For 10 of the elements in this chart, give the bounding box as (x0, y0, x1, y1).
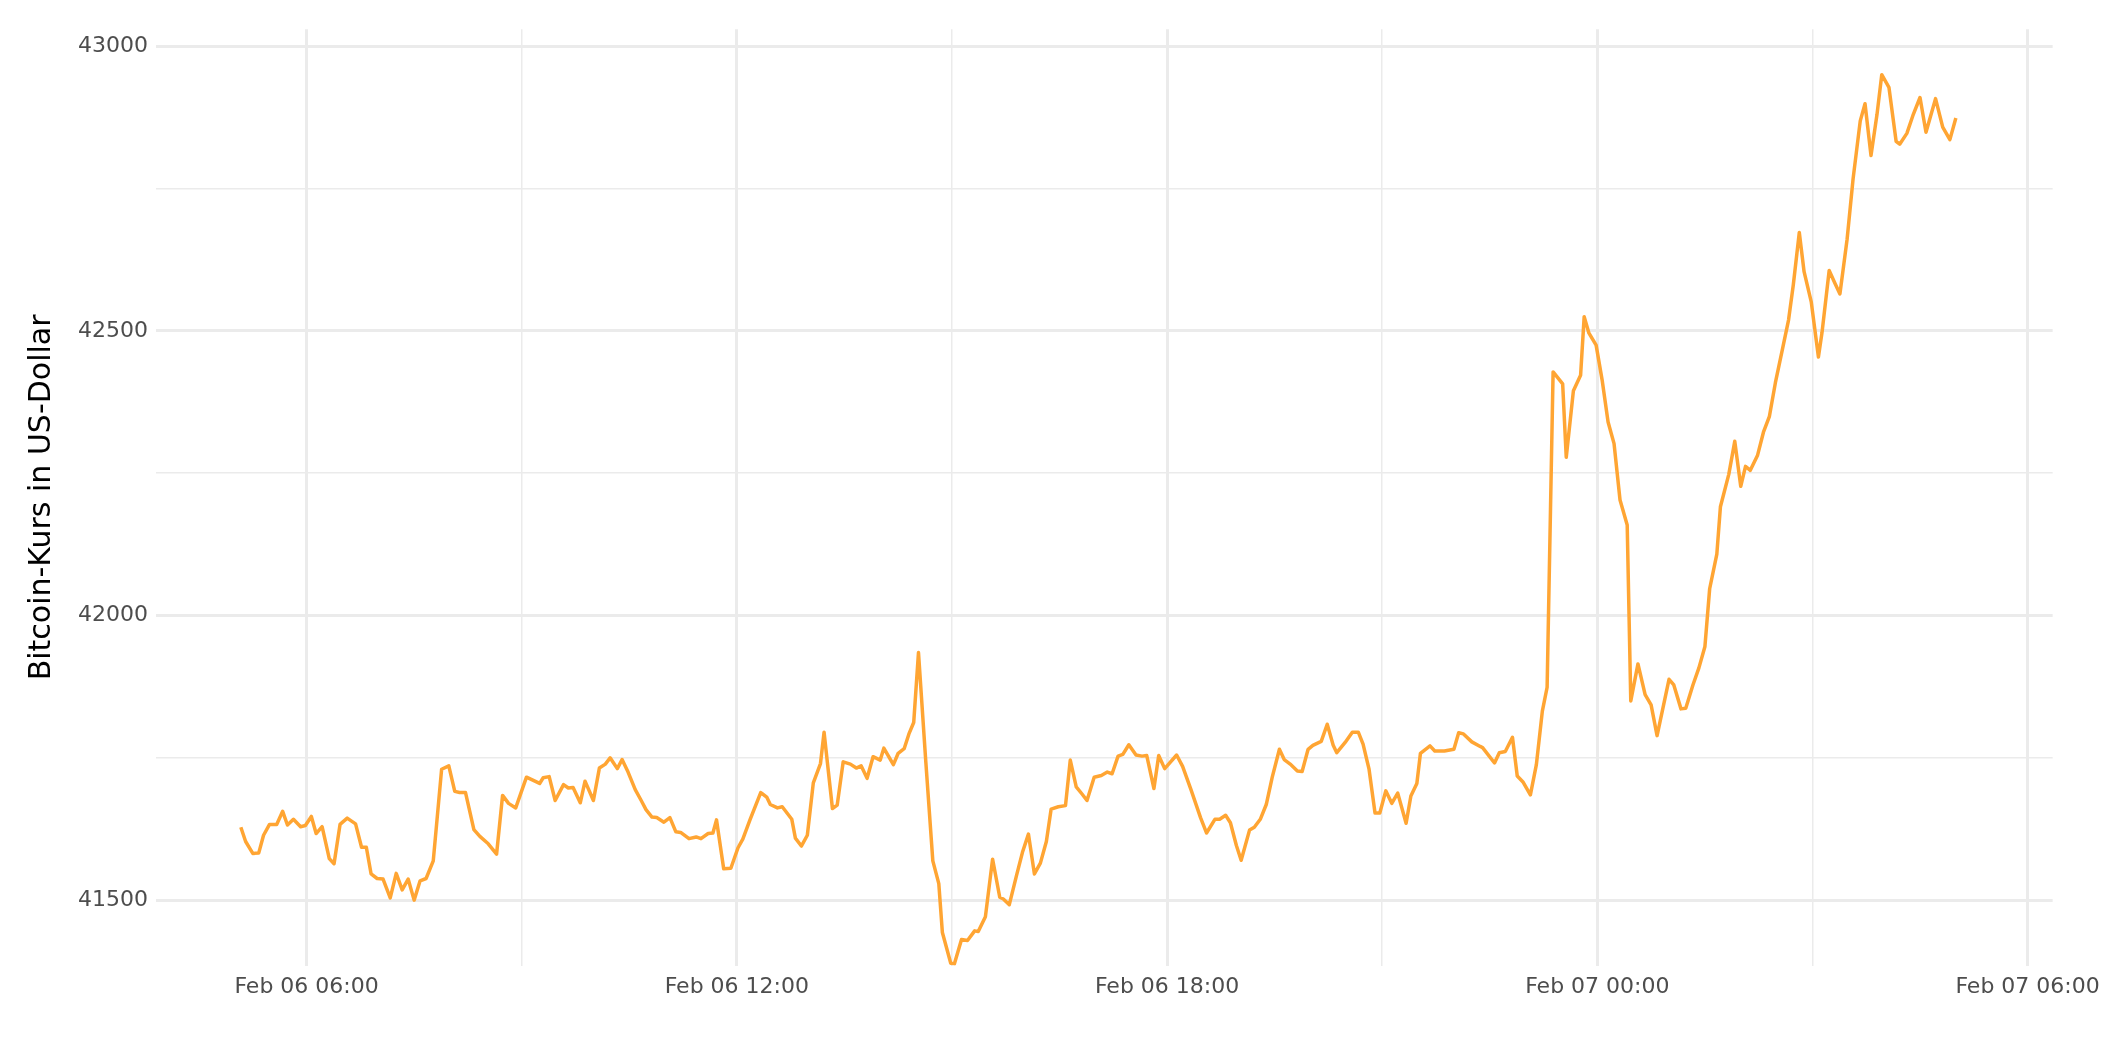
x-tick-label: Feb 07 00:00 (1525, 972, 1670, 998)
x-tick-label: Feb 06 18:00 (1094, 972, 1240, 998)
x-tick-label: Feb 06 06:00 (234, 972, 379, 998)
y-tick-label: 42000 (77, 601, 148, 627)
x-tick-label: Feb 06 12:00 (664, 972, 809, 998)
x-tick-label: Feb 07 06:00 (1955, 972, 2100, 998)
y-axis-title: Bitcoin-Kurs in US-Dollar (21, 313, 57, 681)
y-tick-label: 42500 (77, 316, 148, 342)
y-tick-label: 41500 (77, 885, 148, 911)
y-tick-label: 43000 (77, 32, 148, 57)
